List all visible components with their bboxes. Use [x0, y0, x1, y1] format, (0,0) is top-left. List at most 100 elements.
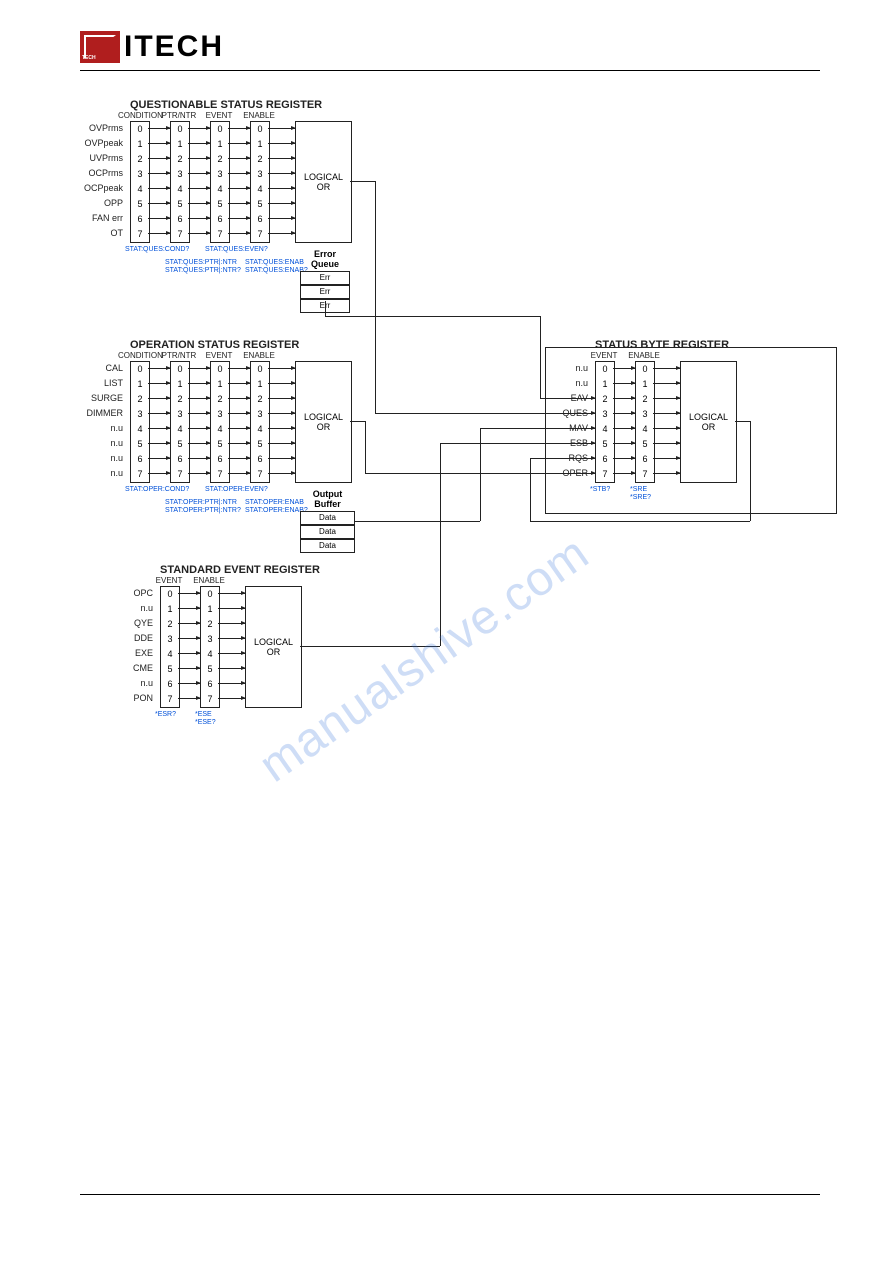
logo-text: ITECH: [124, 30, 224, 64]
bit-cell: 5: [251, 437, 269, 452]
bit-label: OVPpeak: [78, 138, 123, 148]
connector: [228, 383, 250, 384]
connector: [228, 368, 250, 369]
connector: [178, 593, 200, 594]
connector: [148, 218, 170, 219]
connector: [188, 218, 210, 219]
connector: [228, 428, 250, 429]
connector: [148, 233, 170, 234]
logo-icon: TECH: [80, 31, 120, 63]
bit-cell: 7: [171, 467, 189, 482]
connector: [228, 188, 250, 189]
bit-cell: 3: [131, 407, 149, 422]
column-label: EVENT: [148, 576, 190, 585]
register-column: 01234567: [170, 361, 190, 483]
status-register-diagram: QUESTIONABLE STATUS REGISTERCONDITION012…: [80, 96, 820, 896]
connector: [148, 368, 170, 369]
connector: [268, 158, 295, 159]
bit-label: OPP: [78, 198, 123, 208]
connector: [228, 218, 250, 219]
footer-rule: [80, 1194, 820, 1195]
bit-cell: 5: [161, 662, 179, 677]
register-column: 01234567: [200, 586, 220, 708]
connector: [188, 128, 210, 129]
logo: TECH ITECH: [80, 30, 820, 64]
output-buffer: Output BufferDataDataData: [300, 489, 355, 553]
bit-cell: 3: [201, 632, 219, 647]
connector: [540, 316, 541, 398]
bit-cell: 4: [211, 422, 229, 437]
connector: [268, 383, 295, 384]
connector: [218, 608, 245, 609]
connector: [178, 623, 200, 624]
bit-cell: 2: [201, 617, 219, 632]
connector: [188, 203, 210, 204]
bit-cell: 5: [171, 437, 189, 452]
register-column: 01234567: [210, 361, 230, 483]
bit-label: n.u: [108, 603, 153, 613]
scpi-cmd: STAT:QUES:ENAB?: [245, 267, 308, 274]
bit-cell: 5: [251, 197, 269, 212]
connector: [188, 233, 210, 234]
bit-label: OT: [78, 228, 123, 238]
bit-cell: 1: [211, 377, 229, 392]
column-label: PTR/NTR: [158, 351, 200, 360]
connector: [188, 428, 210, 429]
bit-cell: 3: [131, 167, 149, 182]
bit-label: UVPrms: [78, 153, 123, 163]
bit-cell: 0: [131, 122, 149, 137]
connector: [148, 188, 170, 189]
bit-label: CME: [108, 663, 153, 673]
column-label: PTR/NTR: [158, 111, 200, 120]
connector: [228, 203, 250, 204]
connector: [148, 173, 170, 174]
bit-cell: 1: [201, 602, 219, 617]
bit-cell: 6: [251, 452, 269, 467]
connector: [440, 443, 595, 444]
connector: [228, 233, 250, 234]
logical-or-box: LOGICALOR: [245, 586, 302, 708]
header-rule: [80, 70, 820, 71]
connector: [268, 473, 295, 474]
bit-cell: 0: [211, 362, 229, 377]
bit-cell: 2: [131, 392, 149, 407]
connector: [350, 181, 375, 182]
connector: [325, 316, 540, 317]
bit-cell: 7: [201, 692, 219, 707]
bit-label: QYE: [108, 618, 153, 628]
connector: [268, 458, 295, 459]
bit-cell: 4: [131, 182, 149, 197]
bit-cell: 4: [251, 182, 269, 197]
bit-cell: 0: [171, 362, 189, 377]
bit-label: PON: [108, 693, 153, 703]
bit-label: EXE: [108, 648, 153, 658]
bit-label: OCPrms: [78, 168, 123, 178]
connector: [148, 128, 170, 129]
bit-cell: 6: [201, 677, 219, 692]
logical-or-box: LOGICALOR: [295, 361, 352, 483]
bit-cell: 5: [201, 662, 219, 677]
connector: [228, 443, 250, 444]
bit-cell: 2: [211, 152, 229, 167]
connector: [268, 443, 295, 444]
bit-cell: 3: [171, 167, 189, 182]
connector: [148, 428, 170, 429]
connector: [218, 683, 245, 684]
connector: [188, 473, 210, 474]
bit-label: n.u: [78, 423, 123, 433]
bit-label: OCPpeak: [78, 183, 123, 193]
connector: [228, 173, 250, 174]
connector: [148, 458, 170, 459]
connector-arrow: [575, 413, 595, 414]
bit-cell: 6: [171, 212, 189, 227]
connector: [178, 638, 200, 639]
connector: [218, 668, 245, 669]
bit-cell: 0: [161, 587, 179, 602]
connector: [750, 421, 751, 521]
bit-label: n.u: [108, 678, 153, 688]
connector: [375, 413, 595, 414]
connector: [228, 458, 250, 459]
column-label: CONDITION: [118, 351, 160, 360]
bit-cell: 0: [251, 362, 269, 377]
connector: [228, 143, 250, 144]
